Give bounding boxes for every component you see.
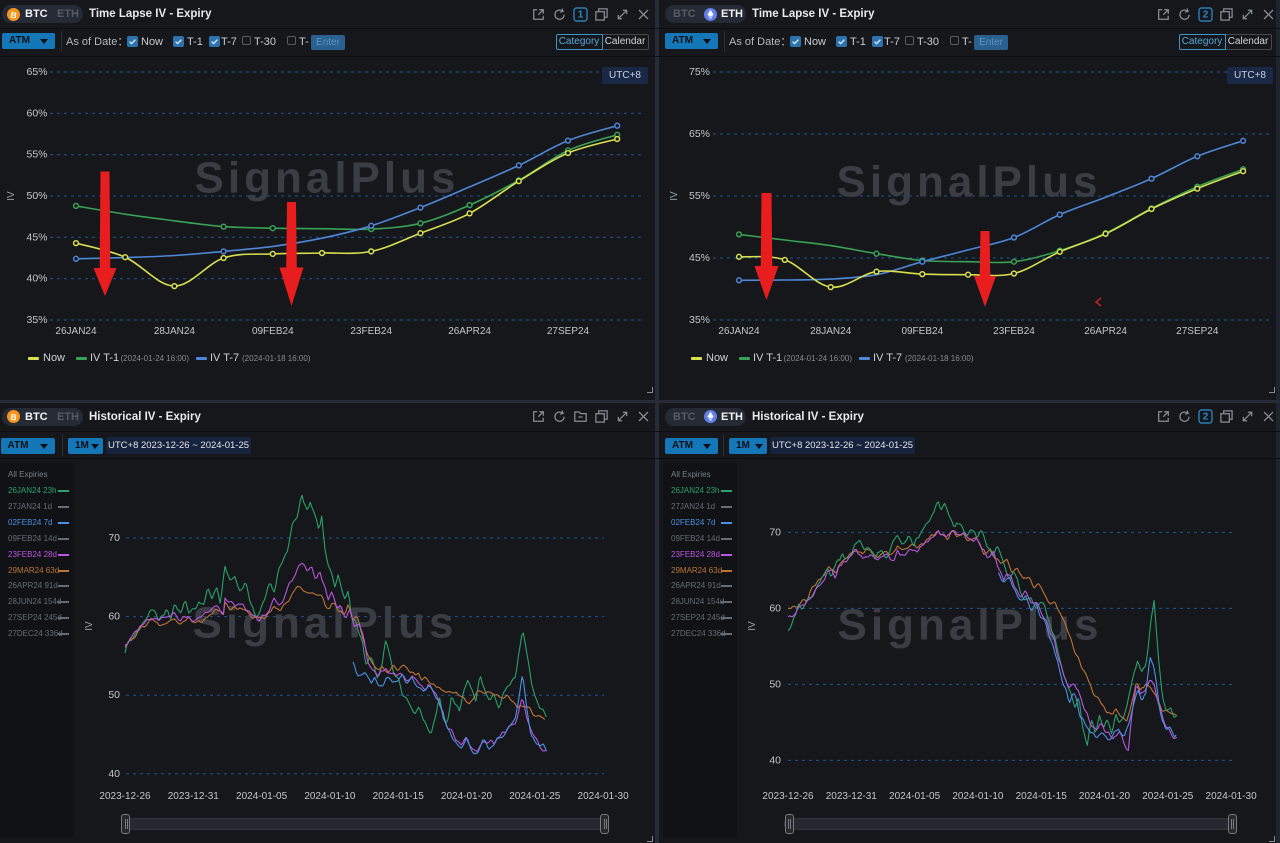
svg-text:75%: 75% xyxy=(689,66,710,78)
svg-text:65%: 65% xyxy=(689,128,710,140)
svg-text:1: 1 xyxy=(578,9,584,20)
svg-text:2024-01-25: 2024-01-25 xyxy=(509,791,561,802)
svg-text:2024-01-10: 2024-01-10 xyxy=(952,791,1004,802)
svg-text:2024-01-25: 2024-01-25 xyxy=(1142,791,1194,802)
svg-text:70: 70 xyxy=(769,526,781,538)
svg-text:09FEB24: 09FEB24 xyxy=(901,326,943,337)
svg-text:2023-12-26: 2023-12-26 xyxy=(762,791,814,802)
svg-text:SignalPlus: SignalPlus xyxy=(193,599,458,648)
svg-text:2024-01-15: 2024-01-15 xyxy=(1016,791,1068,802)
svg-text:2024-01-30: 2024-01-30 xyxy=(1206,791,1258,802)
svg-text:2024-01-05: 2024-01-05 xyxy=(889,791,941,802)
svg-text:70: 70 xyxy=(108,532,120,544)
svg-text:SignalPlus: SignalPlus xyxy=(837,158,1102,207)
svg-text:2: 2 xyxy=(1202,9,1208,20)
svg-text:27SEP24: 27SEP24 xyxy=(547,326,590,337)
svg-text:B: B xyxy=(10,412,18,423)
svg-text:60%: 60% xyxy=(26,107,47,119)
svg-text:50: 50 xyxy=(108,689,120,701)
svg-text:IV: IV xyxy=(6,191,17,201)
svg-text:09FEB24: 09FEB24 xyxy=(252,326,294,337)
svg-text:SignalPlus: SignalPlus xyxy=(195,154,460,203)
svg-text:IV: IV xyxy=(747,621,758,631)
svg-text:26APR24: 26APR24 xyxy=(448,326,491,337)
svg-text:35%: 35% xyxy=(689,314,710,326)
svg-text:2: 2 xyxy=(1202,412,1208,423)
svg-text:45%: 45% xyxy=(26,231,47,243)
svg-text:50: 50 xyxy=(769,678,781,690)
svg-text:55%: 55% xyxy=(689,190,710,202)
svg-text:55%: 55% xyxy=(26,149,47,161)
svg-text:40%: 40% xyxy=(26,273,47,285)
svg-text:40: 40 xyxy=(769,754,781,766)
svg-text:26APR24: 26APR24 xyxy=(1084,326,1127,337)
svg-text:2024-01-15: 2024-01-15 xyxy=(373,791,425,802)
svg-text:27SEP24: 27SEP24 xyxy=(1176,326,1219,337)
svg-text:SignalPlus: SignalPlus xyxy=(838,601,1103,650)
svg-text:B: B xyxy=(10,9,18,20)
svg-text:2023-12-31: 2023-12-31 xyxy=(826,791,878,802)
svg-text:60: 60 xyxy=(769,602,781,614)
svg-text:2023-12-31: 2023-12-31 xyxy=(168,791,220,802)
svg-text:2024-01-30: 2024-01-30 xyxy=(578,791,630,802)
svg-text:IV: IV xyxy=(669,191,680,201)
svg-text:26JAN24: 26JAN24 xyxy=(55,326,97,337)
svg-text:2024-01-10: 2024-01-10 xyxy=(304,791,356,802)
svg-text:40: 40 xyxy=(108,768,120,780)
svg-text:45%: 45% xyxy=(689,252,710,264)
svg-text:60: 60 xyxy=(108,611,120,623)
svg-text:2024-01-20: 2024-01-20 xyxy=(441,791,493,802)
svg-text:28JAN24: 28JAN24 xyxy=(810,326,852,337)
svg-text:26JAN24: 26JAN24 xyxy=(718,326,760,337)
svg-text:2024-01-05: 2024-01-05 xyxy=(236,791,288,802)
svg-text:35%: 35% xyxy=(26,314,47,326)
svg-text:IV: IV xyxy=(84,621,95,631)
svg-text:65%: 65% xyxy=(26,66,47,78)
svg-text:2024-01-20: 2024-01-20 xyxy=(1079,791,1131,802)
svg-text:28JAN24: 28JAN24 xyxy=(154,326,196,337)
svg-text:23FEB24: 23FEB24 xyxy=(993,326,1035,337)
svg-text:50%: 50% xyxy=(26,190,47,202)
svg-text:2023-12-26: 2023-12-26 xyxy=(99,791,151,802)
svg-text:23FEB24: 23FEB24 xyxy=(350,326,392,337)
